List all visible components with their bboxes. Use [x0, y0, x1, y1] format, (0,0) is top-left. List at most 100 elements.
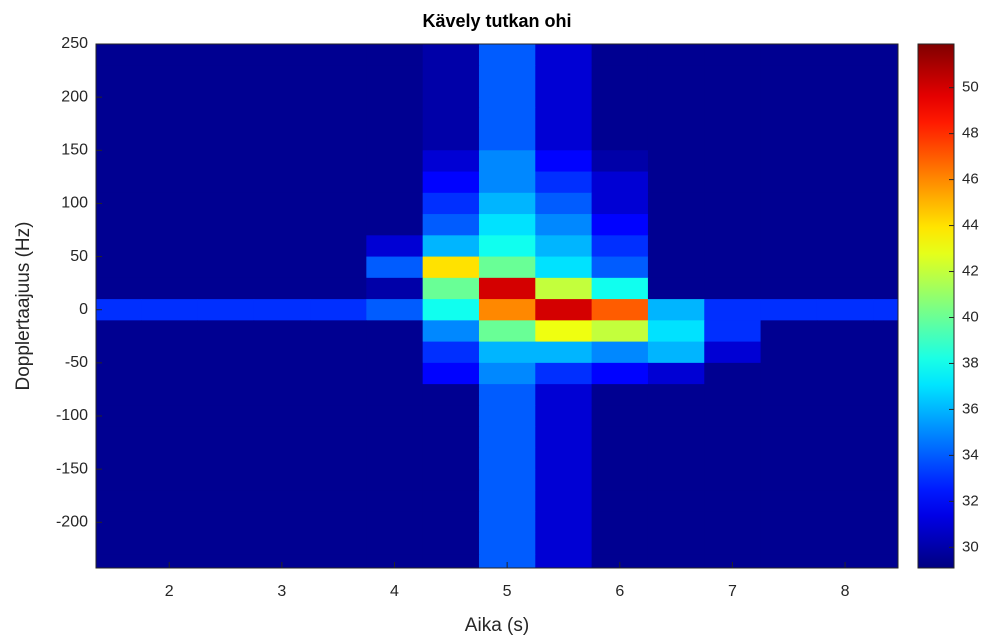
heatmap-cell — [96, 214, 142, 236]
heatmap-cell — [422, 129, 480, 151]
y-tick-label: -200 — [56, 514, 88, 531]
heatmap-cell — [873, 384, 898, 406]
heatmap-cell — [96, 384, 142, 406]
heatmap-cell — [96, 235, 142, 258]
heatmap-cell — [760, 511, 818, 534]
heatmap-cell — [310, 235, 367, 258]
heatmap-cell — [253, 65, 311, 88]
heatmap-cell — [535, 171, 593, 194]
heatmap-cell — [760, 320, 818, 343]
heatmap-cell — [704, 65, 762, 88]
heatmap-cell — [760, 341, 818, 364]
heatmap-cell — [760, 44, 818, 66]
heatmap-cell — [760, 256, 818, 279]
heatmap-cell — [647, 214, 705, 236]
heatmap-cell — [366, 44, 424, 66]
x-tick-label: 6 — [615, 583, 624, 600]
heatmap-cell — [310, 171, 367, 194]
heatmap-cell — [873, 44, 898, 66]
heatmap-cell — [647, 405, 705, 428]
heatmap-cell — [704, 86, 762, 109]
heatmap-cell — [873, 86, 898, 109]
heatmap-cell — [591, 426, 649, 449]
heatmap-cell — [591, 384, 649, 406]
heatmap-cell — [197, 277, 255, 300]
heatmap-cell — [704, 426, 762, 449]
chart-title: Kävely tutkan ohi — [422, 11, 571, 31]
heatmap-cell — [253, 86, 311, 109]
heatmap-cell — [96, 532, 142, 555]
heatmap-cell — [366, 447, 424, 470]
heatmap-cell — [816, 65, 874, 88]
heatmap-cell — [422, 86, 480, 109]
colorbar-tick-label: 34 — [962, 446, 979, 463]
colorbar-tick-label: 44 — [962, 217, 979, 234]
heatmap-cell — [422, 277, 480, 300]
heatmap-cell — [366, 65, 424, 88]
y-tick-label: -100 — [56, 407, 88, 424]
heatmap-cell — [535, 256, 593, 279]
heatmap-cell — [478, 277, 536, 300]
heatmap-cell — [197, 384, 255, 406]
heatmap-cell — [253, 490, 311, 513]
heatmap-cell — [310, 426, 367, 449]
heatmap-cell — [310, 150, 367, 173]
heatmap-cell — [253, 214, 311, 236]
heatmap-cell — [704, 320, 762, 343]
heatmap-cell — [366, 341, 424, 364]
heatmap-cell — [535, 86, 593, 109]
heatmap-cell — [422, 426, 480, 449]
heatmap-cell — [422, 341, 480, 364]
heatmap-cell — [96, 65, 142, 88]
heatmap-cell — [478, 65, 536, 88]
heatmap-cell — [141, 235, 198, 258]
heatmap-cell — [366, 86, 424, 109]
heatmap-cell — [704, 554, 762, 568]
heatmap-cell — [591, 554, 649, 568]
heatmap-cell — [535, 405, 593, 428]
heatmap-cell — [141, 490, 198, 513]
colorbar-tick-label: 42 — [962, 262, 979, 279]
heatmap-cell — [478, 469, 536, 491]
heatmap-cell — [647, 44, 705, 66]
heatmap-cell — [96, 469, 142, 491]
heatmap-cell — [141, 65, 198, 88]
heatmap-cell — [96, 511, 142, 534]
heatmap-cell — [760, 277, 818, 300]
heatmap-cell — [704, 362, 762, 385]
heatmap-cell — [141, 44, 198, 66]
heatmap-cell — [96, 44, 142, 66]
heatmap-cell — [760, 426, 818, 449]
plot-frame — [95, 43, 899, 569]
heatmap-cell — [310, 405, 367, 428]
heatmap-cell — [197, 235, 255, 258]
heatmap-cell — [366, 511, 424, 534]
heatmap-cell — [647, 86, 705, 109]
heatmap-cell — [478, 384, 536, 406]
heatmap-cell — [704, 490, 762, 513]
heatmap-cell — [197, 171, 255, 194]
heatmap-cell — [422, 44, 480, 66]
heatmap-cell — [478, 320, 536, 343]
heatmap-cell — [647, 256, 705, 279]
heatmap-cell — [760, 299, 818, 321]
heatmap-cell — [253, 192, 311, 215]
heatmap-cell — [591, 65, 649, 88]
heatmap-cell — [366, 490, 424, 513]
heatmap-cell — [141, 447, 198, 470]
heatmap-cell — [310, 299, 367, 321]
heatmap-cell — [647, 384, 705, 406]
heatmap-cell — [478, 490, 536, 513]
heatmap-cell — [647, 469, 705, 491]
x-tick-label: 7 — [728, 583, 737, 600]
heatmap-cell — [310, 214, 367, 236]
heatmap-cell — [366, 426, 424, 449]
heatmap-cell — [253, 235, 311, 258]
heatmap-cell — [647, 107, 705, 130]
y-tick-label: -50 — [65, 354, 88, 371]
heatmap-cell — [760, 150, 818, 173]
heatmap-cell — [310, 341, 367, 364]
heatmap-cell — [366, 256, 424, 279]
heatmap-cell — [422, 107, 480, 130]
